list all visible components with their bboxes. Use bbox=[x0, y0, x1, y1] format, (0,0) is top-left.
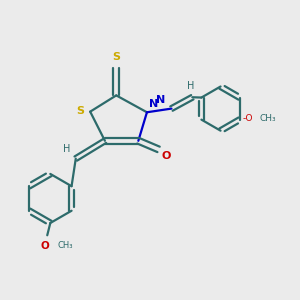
Text: H: H bbox=[187, 81, 194, 91]
Text: S: S bbox=[77, 106, 85, 116]
Text: N: N bbox=[156, 95, 165, 105]
Text: O: O bbox=[40, 241, 49, 251]
Text: -O: -O bbox=[242, 114, 253, 123]
Text: H: H bbox=[63, 144, 70, 154]
Text: CH₃: CH₃ bbox=[260, 114, 276, 123]
Text: S: S bbox=[112, 52, 120, 62]
Text: N: N bbox=[149, 99, 159, 109]
Text: O: O bbox=[161, 151, 170, 161]
Text: CH₃: CH₃ bbox=[57, 241, 73, 250]
